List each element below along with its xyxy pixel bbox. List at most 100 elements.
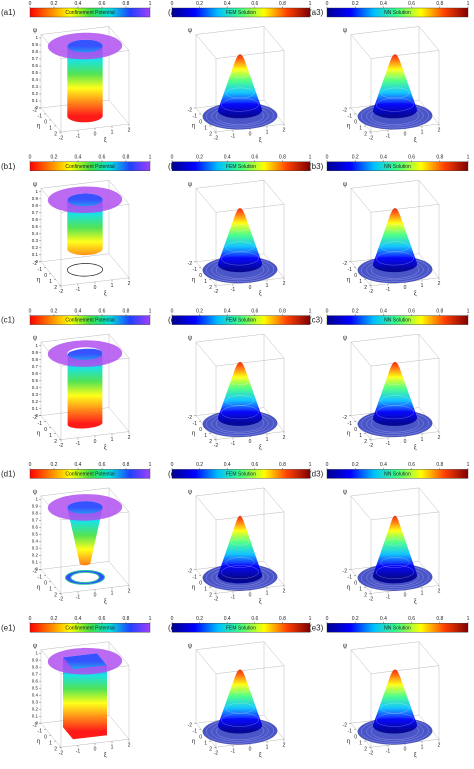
colorbar-tick-label: 0.6: [99, 155, 106, 161]
x-tick-label: 1: [266, 283, 269, 289]
x-tick-label: -1: [386, 441, 391, 447]
wavefunction-surface: [372, 54, 418, 119]
colorbar-tick-label: 1: [149, 616, 152, 622]
z-tick-label: 1: [35, 343, 38, 348]
z-tick-label: 0.2: [32, 553, 39, 558]
y-tick-label: -2: [33, 415, 38, 421]
colorbar-tick-label: 0.2: [51, 308, 58, 314]
x-tick-label: 1: [111, 283, 114, 289]
colorbar-tick-label: 0.2: [352, 1, 359, 7]
y-tick-label: 1: [204, 433, 207, 439]
colorbar-tick-label: 0.2: [196, 308, 203, 314]
z-tick-label: 0.2: [32, 399, 39, 404]
y-tick-label: 0: [199, 427, 202, 433]
wavefunction-surface: [372, 208, 418, 273]
x-tick-label: 0: [404, 131, 407, 137]
colorbar: [326, 315, 469, 325]
x-tick-label: 1: [266, 591, 269, 597]
potential-well: [67, 501, 103, 566]
y-tick-label: 0: [199, 273, 202, 279]
colorbar-tick-label: 1: [467, 616, 470, 622]
axis-box: [370, 204, 440, 213]
colorbar-tick-label: 1: [467, 1, 470, 7]
x-tick-label: 0: [249, 593, 252, 599]
mesh-ring: [380, 87, 410, 99]
colorbar-tick-label: 1: [149, 155, 152, 161]
x-tick-label: 0: [404, 747, 407, 753]
axis-box: [350, 333, 420, 343]
y-tick-label: 2: [209, 439, 212, 445]
colorbar-tick-label: 1: [467, 308, 470, 314]
axis-box: [263, 487, 285, 513]
z-tick-label: 0.4: [32, 77, 39, 82]
x-tick-label: 0: [249, 747, 252, 753]
colorbar-tick-label: 0.2: [196, 462, 203, 468]
y-tick-label: 0: [44, 735, 47, 741]
y-tick-label: -1: [348, 729, 353, 735]
z-tick-label: 0.9: [32, 42, 39, 47]
colorbar-tick-label: 0.6: [251, 155, 258, 161]
y-tick-label: -2: [33, 261, 38, 267]
z-tick-label: 0.1: [32, 252, 39, 257]
colorbar-title: NN Solution: [384, 472, 411, 478]
y-tick-label: 2: [364, 747, 367, 753]
axis-box: [215, 357, 285, 367]
z-axis-label: ψ: [33, 28, 37, 34]
y-tick-label: -2: [343, 107, 348, 113]
mesh-ring: [225, 557, 255, 568]
z-tick-label: 0.7: [32, 210, 39, 215]
panel-label: (a1): [1, 8, 16, 17]
z-tick-label: 0.9: [32, 504, 39, 509]
colorbar: [326, 469, 469, 479]
potential-plateau: [47, 186, 123, 214]
x-tick-label: -1: [231, 287, 236, 293]
x-tick-label: -1: [76, 749, 81, 755]
colorbar-tick-label: 0.8: [279, 155, 286, 161]
z-tick-label: 0.5: [32, 532, 39, 537]
axis-box: [40, 487, 110, 497]
z-tick-label: 0.7: [32, 518, 39, 523]
mesh-ring: [221, 405, 259, 420]
colorbar-title: FEM Solution: [226, 164, 256, 170]
colorbar-tick-label: 0: [171, 462, 174, 468]
y-tick-label: 2: [364, 131, 367, 137]
mesh-ring: [385, 224, 405, 232]
colorbar-tick-label: 0: [326, 1, 329, 7]
axis-box: [350, 487, 420, 497]
colorbar-tick-label: 0: [29, 462, 32, 468]
z-axis-label: ψ: [188, 336, 192, 342]
mesh-ring: [230, 224, 250, 232]
y-tick-label: 2: [54, 593, 57, 599]
axis-box: [108, 561, 130, 586]
mesh-ring: [380, 241, 410, 252]
colorbar-title: FEM Solution: [226, 625, 256, 631]
axis-box: [370, 50, 440, 59]
colorbar-tick-label: 0.4: [75, 155, 82, 161]
mesh-ring: [225, 702, 255, 714]
potential-plateau: [47, 340, 123, 367]
axis-box: [195, 333, 265, 343]
x-tick-label: 1: [421, 437, 424, 443]
colorbar-title: NN Solution: [384, 164, 411, 170]
mesh-ring: [230, 685, 250, 693]
x-tick-label: 1: [266, 745, 269, 751]
potential-plateau: [47, 494, 123, 521]
colorbar: [326, 7, 469, 18]
axis-box: [350, 34, 372, 59]
axis-box: [195, 487, 265, 497]
x-tick-label: -2: [214, 289, 219, 295]
z-axis-label: ψ: [188, 643, 192, 649]
z-tick-label: 0.6: [32, 371, 39, 376]
colorbar-tick-label: 0: [29, 616, 32, 622]
mesh-ring: [380, 557, 410, 568]
z-tick-label: 0.9: [32, 196, 39, 201]
colorbar-title: Confinement Potential: [65, 10, 114, 16]
potential-well: [67, 348, 103, 429]
colorbar-tick-label: 0: [29, 1, 32, 7]
z-tick-label: 0.5: [32, 685, 39, 690]
colorbar-title: NN Solution: [384, 10, 411, 16]
x-tick-label: 2: [128, 743, 131, 749]
colorbar: [171, 7, 311, 18]
axis-box: [215, 665, 285, 674]
axis-box: [108, 407, 130, 432]
